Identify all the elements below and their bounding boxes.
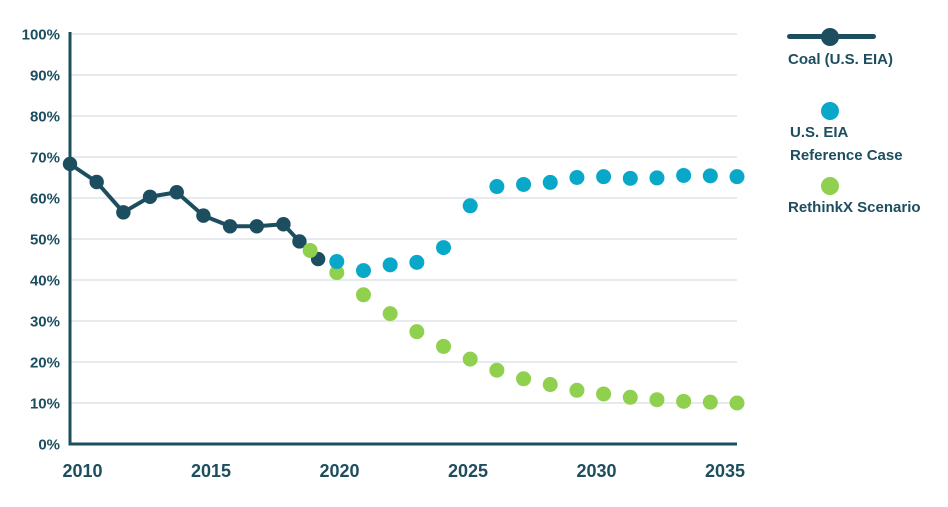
- x-tick-label: 2030: [576, 461, 616, 481]
- y-tick-label: 0%: [38, 437, 60, 454]
- rethinkx-point: [462, 351, 478, 367]
- y-tick-label: 20%: [30, 355, 60, 372]
- eia-reference-point: [516, 176, 532, 192]
- eia-reference-point: [382, 257, 398, 273]
- rethinkx-point: [489, 362, 505, 378]
- rethinkx-point: [702, 394, 718, 410]
- y-tick-label: 80%: [30, 109, 60, 126]
- eia-reference-point: [355, 263, 371, 279]
- legend-label-rethinkx: RethinkX Scenario: [788, 199, 921, 216]
- eia-reference-point: [729, 169, 745, 185]
- y-tick-label: 30%: [30, 314, 60, 331]
- y-tick-label: 70%: [30, 150, 60, 167]
- coal-point: [292, 234, 307, 249]
- legend-eia-dot-icon: [821, 102, 839, 120]
- coal-point: [62, 156, 78, 172]
- rethinkx-point: [382, 306, 398, 322]
- rethinkx-point: [729, 395, 745, 411]
- eia-reference-point: [489, 179, 505, 195]
- rethinkx-point: [302, 242, 318, 258]
- legend-label-eia-reference: U.S. EIA Reference Case: [790, 124, 903, 164]
- eia-reference-point: [569, 170, 585, 185]
- eia-reference-point: [462, 198, 478, 214]
- y-tick-label: 50%: [30, 232, 60, 249]
- coal-line: [68, 162, 320, 261]
- eia-reference-point: [329, 254, 345, 270]
- legend-coal-dot-icon: [821, 28, 839, 46]
- rethinkx-point: [355, 287, 371, 303]
- coal-point: [116, 205, 131, 220]
- eia-reference-point: [622, 170, 638, 186]
- eia-reference-point: [649, 170, 665, 186]
- rethinkx-point: [409, 324, 425, 340]
- y-tick-label: 40%: [30, 273, 60, 290]
- rethinkx-point: [569, 382, 585, 398]
- rethinkx-point: [329, 265, 345, 281]
- coal-point: [142, 189, 158, 204]
- rethinkx-point: [649, 392, 665, 408]
- x-tick-label: 2015: [191, 461, 231, 481]
- eia-reference-point: [596, 169, 612, 185]
- y-tick-label: 10%: [30, 396, 60, 413]
- y-tick-label: 60%: [30, 191, 60, 208]
- rethinkx-point: [436, 338, 452, 354]
- eia-reference-point: [409, 254, 425, 270]
- eia-reference-point: [702, 168, 718, 184]
- coal-point: [276, 217, 291, 232]
- legend-label-coal: Coal (U.S. EIA): [788, 51, 894, 68]
- rethinkx-point: [542, 377, 558, 393]
- rethinkx-point: [676, 393, 692, 409]
- y-tick-label: 100%: [22, 27, 60, 44]
- legend-rethinkx-dot-icon: [821, 177, 839, 195]
- eia-reference-point: [542, 174, 558, 190]
- coal-point: [169, 185, 184, 200]
- coal-point: [196, 208, 211, 223]
- x-tick-label: 2010: [62, 461, 102, 481]
- eia-reference-point: [436, 240, 452, 256]
- rethinkx-point: [596, 386, 612, 402]
- coal-point: [249, 219, 264, 234]
- x-tick-label: 2020: [319, 461, 359, 481]
- x-tick-label: 2035: [705, 461, 745, 481]
- coal-point: [222, 219, 238, 234]
- rethinkx-point: [622, 389, 638, 405]
- coal-point: [89, 174, 104, 190]
- rethinkx-point: [516, 371, 532, 387]
- x-tick-label: 2025: [448, 461, 488, 481]
- eia-reference-point: [676, 167, 692, 183]
- y-tick-label: 90%: [30, 68, 60, 85]
